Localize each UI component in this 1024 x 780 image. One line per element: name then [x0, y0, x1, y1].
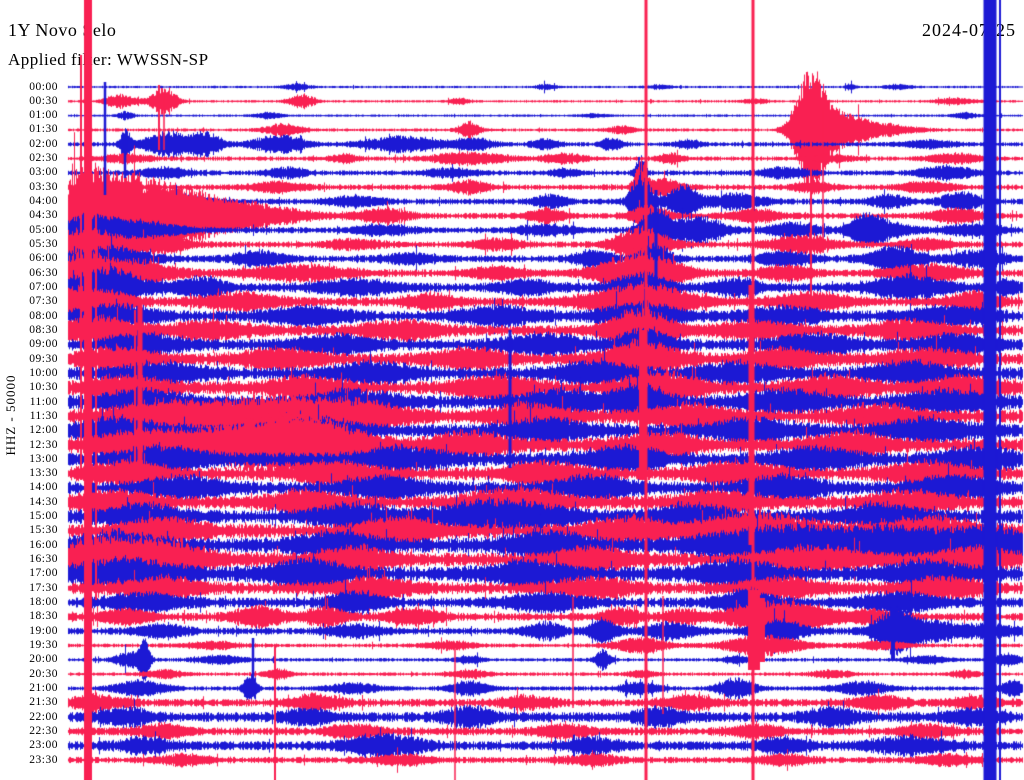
seismogram-trace-area[interactable] [0, 0, 1024, 780]
helicorder-window: 1Y Novo Selo Applied filter: WWSSN-SP 20… [0, 0, 1024, 780]
